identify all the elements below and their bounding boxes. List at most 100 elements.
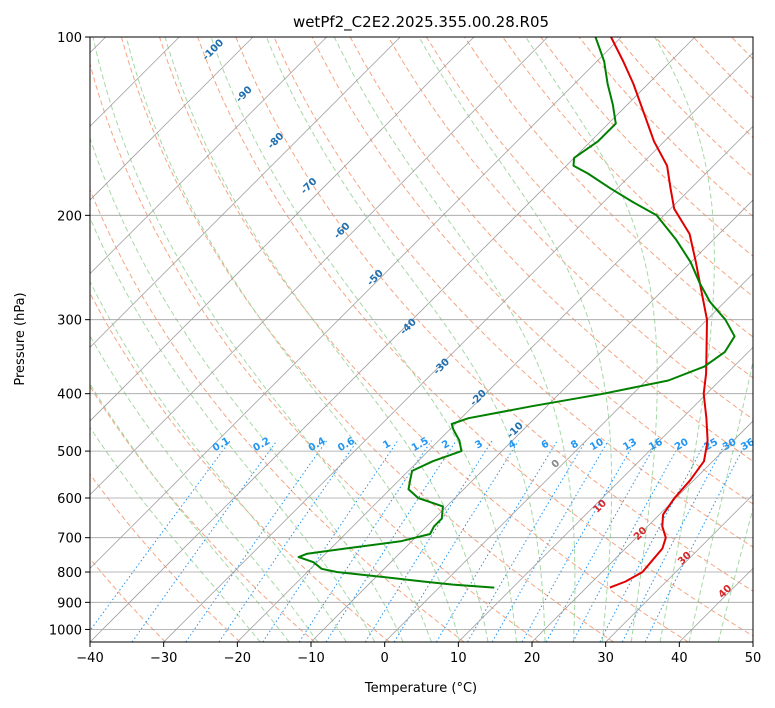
mixing-ratio-line [435,440,558,642]
isotherm-line [752,641,753,642]
temperature-line [609,37,709,589]
mixing-ratio-label: 3 [473,438,485,451]
y-tick-label: 600 [57,492,82,507]
isotherm-line [605,494,753,642]
dry-adiabats [90,37,775,642]
x-tick-label: −30 [150,651,177,666]
isotherm-line [90,37,254,201]
isotherm-line [531,420,753,642]
dry-adiabat [120,37,614,642]
mixing-ratio-label: 36 [739,437,757,454]
moist-adiabat [90,136,404,642]
dry-adiabat [90,557,166,642]
isotherm-line [237,125,753,642]
x-tick-label: 10 [450,651,467,666]
moist-adiabat [90,426,261,642]
dry-adiabat-label: -70 [299,176,320,197]
moist-adiabat [654,37,715,642]
moist-adiabat [90,280,347,642]
dry-adiabat [349,37,753,462]
moist-adiabat [333,37,576,642]
plot-area: -100-90-80-70-60-50-40-30-20-100.1 0.2 0.4… [90,37,775,642]
y-tick-label: 500 [57,445,82,460]
plot-frame [89,36,754,643]
mixing-ratio-label: 6 [540,438,552,451]
x-tick-label: 20 [524,651,541,666]
x-tick-label: 30 [597,651,614,666]
sounding-series [297,37,736,589]
dry-adiabat [692,37,753,99]
dewpoint-line [297,37,736,589]
chart-title: wetPf2_C2E2.2025.355.00.28.R05 [293,13,549,32]
isobar-grid [90,37,753,630]
dry-adiabat [425,37,753,379]
moist-adiabat [210,37,517,642]
isotherm-line [90,37,548,496]
moist-adiabat [525,37,658,642]
dry-adiabat-label: -60 [332,221,353,242]
dry-adiabat-label: -50 [365,268,386,289]
moist-adiabat [125,37,461,642]
isotherm-line [679,567,753,642]
y-tick-label: 200 [57,209,82,224]
moist-adiabat [164,37,489,642]
moist-adiabats [90,37,753,642]
dry-adiabat [90,473,241,642]
isotherm-line [90,37,696,642]
x-axis-ticks: −40 −30 −20 −10 0 10 20 30 40 50 [76,642,761,666]
y-tick-label: 800 [57,566,82,581]
dry-adiabat-label: -100 [201,37,227,63]
mixing-ratio-line [364,440,493,642]
moist-adiabat-label: 0 [550,458,563,471]
isotherm-line [163,52,753,642]
moist-adiabat [90,382,290,642]
mixing-ratio-label: 2 [440,438,452,451]
moist-adiabat [717,507,753,642]
isotherm-line [384,273,753,642]
dry-adiabat [159,37,689,642]
isotherm-line [90,37,327,275]
dry-adiabat-label: -80 [266,131,287,152]
mixing-ratio-label: 4 [507,438,519,451]
x-tick-label: 50 [745,651,762,666]
y-tick-label: 400 [57,388,82,403]
dry-adiabat [90,292,390,642]
mixing-ratio-label: 1 [381,438,393,451]
moist-adiabat-label: 40 [717,583,735,601]
dry-adiabat-label: -10 [505,420,526,441]
mixing-ratio-line [545,440,659,642]
isotherm-line [458,346,753,642]
mixing-ratio-line [262,440,399,642]
dry-adiabat [770,37,775,642]
mixing-ratio-line [644,440,748,642]
guide-line-labels: -100-90-80-70-60-50-40-30-20-100.1 0.2 0.4… [201,37,757,601]
moist-adiabat-label: 30 [676,550,694,568]
x-tick-label: −10 [297,651,324,666]
y-tick-label: 900 [57,596,82,611]
dry-adiabat [464,37,753,338]
mixing-ratio-line [521,440,637,642]
y-tick-label: 1000 [49,623,82,638]
moist-adiabat [92,37,432,642]
mixing-ratio-line [325,440,457,642]
x-tick-label: 40 [671,651,688,666]
moist-adiabat [90,334,319,642]
dry-adiabat-label: -20 [468,388,489,409]
mixing-ratio-line [491,440,609,642]
isotherm-line [90,37,622,569]
isotherm-line [310,199,753,642]
moist-adiabat [688,358,753,642]
x-tick-label: −20 [224,651,251,666]
dry-adiabat [90,385,316,642]
isotherm-line [90,37,475,422]
mixing-ratio-line [467,440,587,642]
x-tick-label: −40 [76,651,103,666]
y-tick-label: 100 [57,31,82,46]
dry-adiabat-label: -30 [432,357,453,378]
y-axis-label: Pressure (hPa) [13,292,28,385]
mixing-ratio-line [218,440,358,642]
y-tick-label: 700 [57,532,82,547]
dry-adiabat [273,37,753,548]
dry-adiabat [235,37,753,592]
mixing-ratio-line [90,440,231,632]
